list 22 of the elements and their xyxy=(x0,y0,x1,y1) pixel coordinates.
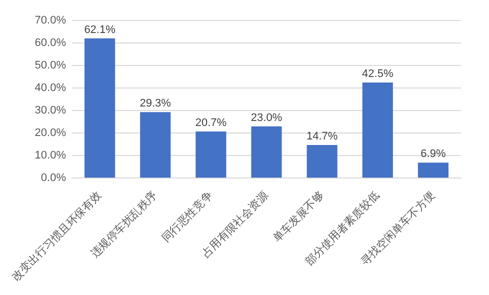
data-label: 14.7% xyxy=(306,130,338,143)
y-tick-label: 70.0% xyxy=(34,14,66,27)
data-label: 42.5% xyxy=(362,68,394,80)
data-label: 20.7% xyxy=(195,117,227,130)
data-label: 29.3% xyxy=(140,98,172,110)
bar xyxy=(140,112,171,178)
data-label: 62.1% xyxy=(84,24,116,36)
data-label: 23.0% xyxy=(250,112,282,124)
y-tick-label: 50.0% xyxy=(34,60,66,72)
bar xyxy=(196,132,226,178)
y-tick-label: 10.0% xyxy=(34,150,66,162)
y-tick-label: 0.0% xyxy=(40,172,66,184)
bar xyxy=(306,145,338,178)
y-tick-label: 30.0% xyxy=(34,104,66,117)
y-tick-label: 60.0% xyxy=(34,37,66,50)
bar xyxy=(84,38,116,178)
bar xyxy=(251,126,282,178)
y-tick-label: 20.0% xyxy=(34,127,66,140)
y-tick-label: 40.0% xyxy=(34,82,66,94)
data-label: 6.9% xyxy=(420,148,446,160)
bar xyxy=(362,82,393,178)
bar xyxy=(418,162,448,178)
